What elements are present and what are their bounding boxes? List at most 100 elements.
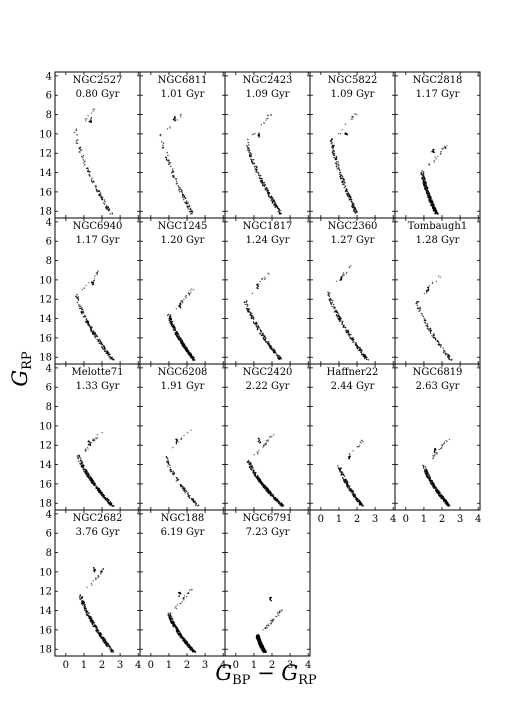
- star-point: [257, 450, 260, 452]
- star-point: [271, 197, 274, 200]
- star-point: [362, 440, 364, 443]
- star-point: [177, 591, 180, 594]
- cluster-name: NGC1817: [243, 221, 293, 232]
- star-point: [104, 200, 106, 203]
- star-point: [419, 306, 421, 308]
- star-point: [261, 647, 264, 649]
- star-point: [190, 357, 192, 359]
- star-point: [361, 505, 364, 507]
- star-point: [88, 173, 90, 176]
- star-point: [266, 188, 268, 191]
- star-point: [96, 629, 99, 632]
- star-point: [271, 201, 274, 204]
- star-point: [437, 341, 440, 344]
- star-point: [96, 487, 99, 489]
- star-point: [106, 645, 108, 648]
- star-point: [279, 502, 282, 505]
- star-point: [247, 138, 249, 141]
- star-point: [343, 183, 345, 186]
- star-point: [186, 644, 188, 647]
- star-point: [281, 610, 283, 612]
- star-point: [340, 174, 343, 176]
- star-point: [330, 140, 332, 143]
- star-point: [177, 336, 179, 338]
- star-point: [175, 626, 177, 629]
- x-tick-label: 0: [148, 660, 154, 671]
- star-point: [422, 172, 424, 174]
- star-point: [252, 468, 254, 471]
- star-point: [277, 210, 279, 213]
- star-point: [264, 335, 266, 337]
- star-point: [97, 491, 100, 493]
- star-point: [344, 480, 347, 482]
- star-point: [341, 181, 343, 184]
- star-point: [82, 159, 85, 161]
- star-point: [191, 357, 193, 359]
- cluster-age: 1.91 Gyr: [161, 381, 205, 392]
- star-point: [333, 154, 336, 156]
- star-point: [170, 621, 172, 623]
- star-point: [327, 291, 329, 294]
- star-point: [185, 201, 188, 203]
- star-point: [80, 460, 82, 462]
- star-point: [185, 642, 188, 645]
- star-point: [169, 616, 172, 618]
- star-point: [177, 479, 179, 481]
- star-point: [258, 135, 260, 138]
- star-point: [276, 355, 279, 358]
- star-point: [254, 471, 257, 474]
- cluster-name: NGC2818: [413, 75, 463, 86]
- star-point: [342, 272, 345, 274]
- star-point: [335, 280, 338, 282]
- cluster-age: 2.22 Gyr: [246, 381, 290, 392]
- star-point: [95, 272, 98, 274]
- star-point: [245, 301, 247, 303]
- star-point: [184, 638, 186, 640]
- star-point: [181, 344, 184, 346]
- star-point: [265, 442, 267, 445]
- star-point: [84, 160, 86, 162]
- star-point: [442, 351, 445, 354]
- star-point: [337, 318, 340, 321]
- star-point: [252, 320, 255, 323]
- star-point: [183, 195, 185, 198]
- star-point: [103, 203, 106, 205]
- star-point: [90, 325, 92, 328]
- star-point: [445, 502, 447, 505]
- cluster-age: 1.17 Gyr: [76, 235, 120, 246]
- star-point: [345, 272, 347, 275]
- star-points: [246, 113, 282, 215]
- star-point: [175, 180, 178, 182]
- x-tick-label: 1: [421, 514, 427, 525]
- star-point: [259, 332, 261, 335]
- star-point: [187, 207, 189, 210]
- star-point: [95, 626, 97, 629]
- star-point: [425, 188, 427, 191]
- star-point: [424, 187, 426, 190]
- star-point: [427, 288, 430, 291]
- star-points: [329, 113, 359, 214]
- star-point: [359, 346, 361, 349]
- star-point: [188, 646, 191, 649]
- star-point: [258, 177, 261, 180]
- star-point: [182, 195, 184, 197]
- star-point: [251, 134, 254, 136]
- star-point: [255, 323, 258, 325]
- star-point: [181, 601, 183, 603]
- star-point: [85, 469, 88, 472]
- star-point: [179, 602, 181, 605]
- star-point: [189, 210, 192, 213]
- star-point: [92, 330, 94, 332]
- star-point: [186, 592, 188, 595]
- star-point: [444, 352, 446, 354]
- star-point: [172, 473, 174, 475]
- star-point: [167, 614, 170, 616]
- star-point: [415, 301, 418, 303]
- star-point: [267, 341, 269, 343]
- star-point: [85, 284, 87, 287]
- star-point: [350, 265, 352, 267]
- star-point: [87, 324, 90, 326]
- star-point: [106, 641, 108, 644]
- panel-frame: [394, 363, 481, 511]
- star-point: [433, 204, 435, 206]
